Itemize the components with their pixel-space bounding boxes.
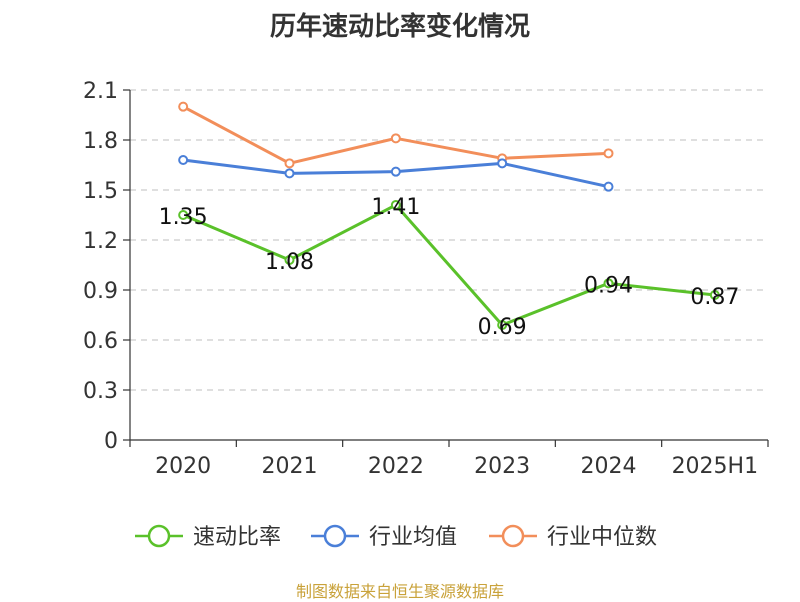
y-tick-label: 0.9: [83, 279, 118, 304]
data-labels: 1.35 1.08 1.41 0.69 0.94 0.87: [159, 195, 740, 340]
data-label: 1.08: [265, 250, 314, 275]
data-point: [178, 210, 189, 220]
y-tick-label: 1.5: [83, 179, 118, 204]
legend-marker: [323, 524, 347, 548]
data-point: [497, 158, 508, 169]
data-point: [390, 133, 401, 144]
data-point: [284, 255, 295, 265]
data-point: [709, 290, 720, 300]
x-tick-label: 2023: [474, 454, 530, 479]
data-point: [603, 278, 614, 289]
chart-title: 历年速动比率变化情况: [269, 12, 530, 42]
x-tick-label: 2024: [581, 454, 637, 479]
source-note: 制图数据来自恒生聚源数据库: [295, 582, 504, 601]
legend-marker: [501, 524, 525, 548]
legend-label: 行业均值: [369, 525, 457, 550]
legend-marker: [147, 524, 171, 548]
legend: 速动比率 行业均值 行业中位数: [135, 524, 657, 550]
data-label: 0.87: [690, 285, 739, 310]
y-tick-label: 2.1: [83, 79, 118, 104]
data-point: [178, 155, 189, 165]
data-point: [390, 166, 401, 177]
y-tick-label: 0.6: [83, 329, 118, 354]
y-tick-label: 0: [104, 429, 118, 454]
x-tick-label: 2022: [368, 454, 424, 479]
axes: 0 0.3 0.6 0.9 1.2 1.5 1.8 2.1 2020 2021 2022 2023 20…: [83, 79, 769, 479]
grid-lines: [130, 89, 768, 391]
y-tick-label: 1.8: [83, 129, 118, 154]
legend-label: 行业中位数: [547, 525, 657, 550]
data-label: 0.94: [584, 273, 633, 298]
legend-label: 速动比率: [193, 525, 281, 550]
series-layer: [178, 101, 720, 330]
data-point: [603, 148, 614, 159]
data-point: [603, 181, 614, 192]
data-label: 0.69: [478, 315, 527, 340]
x-tick-label: 2020: [155, 454, 211, 479]
data-point: [178, 101, 189, 112]
x-tick-label: 2021: [262, 454, 318, 479]
data-label: 1.35: [159, 205, 208, 230]
y-tick-label: 1.2: [83, 229, 118, 254]
data-label: 1.41: [371, 195, 420, 220]
series-line-1: [182, 203, 715, 327]
data-point: [390, 200, 401, 210]
data-point: [497, 320, 508, 330]
y-tick-label: 0.3: [83, 379, 118, 404]
data-point: [284, 158, 295, 169]
data-point: [284, 168, 295, 179]
x-tick-label: 2025H1: [672, 454, 759, 479]
